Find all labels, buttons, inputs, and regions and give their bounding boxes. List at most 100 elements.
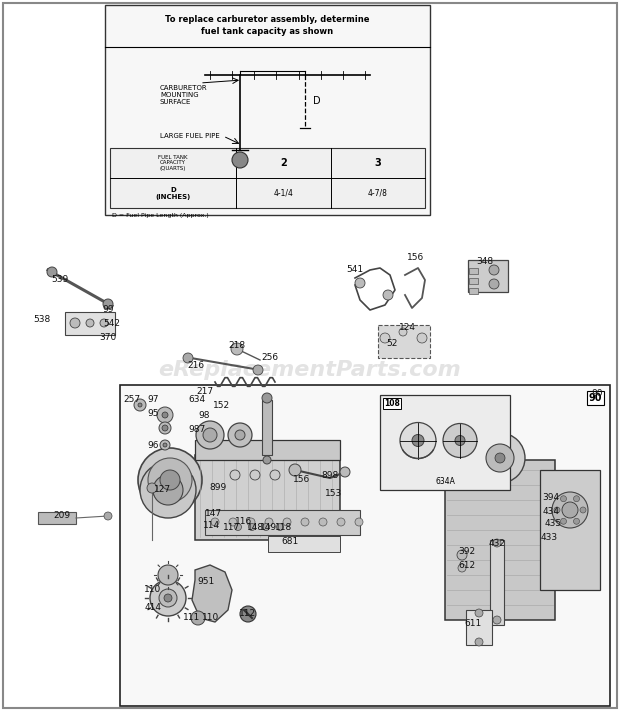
Bar (445, 460, 555, 620)
Text: 435: 435 (544, 520, 562, 528)
Circle shape (399, 328, 407, 336)
Circle shape (158, 565, 178, 585)
Bar (38, 512, 76, 524)
Circle shape (493, 539, 501, 547)
Text: 217: 217 (197, 387, 213, 397)
Text: 392: 392 (458, 547, 476, 555)
Text: 434: 434 (542, 506, 559, 515)
Text: LARGE FUEL PIPE: LARGE FUEL PIPE (160, 133, 219, 139)
Circle shape (493, 616, 501, 624)
Circle shape (196, 421, 224, 449)
Bar (380, 395, 510, 490)
Circle shape (148, 458, 192, 502)
Circle shape (475, 609, 483, 617)
Polygon shape (192, 565, 232, 622)
Circle shape (263, 456, 271, 464)
Bar (65, 312, 115, 335)
Text: 348: 348 (476, 257, 494, 267)
Circle shape (230, 470, 240, 480)
Text: 148: 148 (247, 523, 265, 532)
Text: 256: 256 (262, 353, 278, 363)
Circle shape (319, 518, 327, 526)
Text: 257: 257 (123, 395, 141, 405)
Circle shape (138, 448, 202, 512)
Text: 987: 987 (188, 425, 206, 434)
Circle shape (475, 638, 483, 646)
Bar (468, 260, 508, 292)
Circle shape (229, 518, 237, 526)
Circle shape (489, 279, 499, 289)
Circle shape (554, 507, 560, 513)
Circle shape (400, 422, 436, 459)
Circle shape (249, 523, 255, 530)
Text: 118: 118 (275, 523, 293, 532)
Circle shape (104, 512, 112, 520)
Text: 114: 114 (203, 521, 221, 530)
Circle shape (262, 523, 270, 530)
Circle shape (100, 319, 108, 327)
Circle shape (574, 518, 580, 524)
Circle shape (159, 422, 171, 434)
Text: fuel tank capacity as shown: fuel tank capacity as shown (202, 28, 334, 36)
Circle shape (277, 523, 283, 530)
Text: 538: 538 (33, 316, 51, 324)
Circle shape (560, 496, 567, 502)
Bar (195, 455, 340, 540)
Text: 99: 99 (102, 306, 113, 314)
Circle shape (270, 470, 280, 480)
Text: 149: 149 (260, 523, 278, 532)
Circle shape (289, 464, 301, 476)
Circle shape (380, 333, 390, 343)
Circle shape (262, 393, 272, 403)
Circle shape (228, 423, 252, 447)
Circle shape (232, 152, 248, 168)
Circle shape (574, 496, 580, 502)
Text: 110: 110 (202, 612, 219, 621)
Circle shape (301, 518, 309, 526)
Text: 156: 156 (407, 254, 425, 262)
Bar (110, 148, 425, 208)
Text: 4-1/4: 4-1/4 (273, 188, 293, 198)
Circle shape (250, 470, 260, 480)
Circle shape (162, 425, 168, 431)
Circle shape (337, 518, 345, 526)
Text: 90: 90 (591, 388, 603, 397)
Text: 541: 541 (347, 265, 363, 274)
Circle shape (164, 594, 172, 602)
Circle shape (70, 318, 80, 328)
Circle shape (489, 265, 499, 275)
Text: 681: 681 (281, 537, 299, 545)
Circle shape (355, 518, 363, 526)
Text: 124: 124 (399, 324, 415, 333)
Text: 95: 95 (148, 409, 159, 417)
Text: 634: 634 (188, 395, 206, 405)
Circle shape (457, 550, 467, 560)
Text: 3: 3 (374, 158, 381, 168)
Text: 110: 110 (144, 585, 162, 594)
Text: 52: 52 (386, 339, 397, 348)
Text: 218: 218 (228, 341, 246, 350)
Circle shape (157, 407, 173, 423)
Circle shape (552, 492, 588, 528)
Text: 127: 127 (154, 486, 172, 494)
Circle shape (153, 475, 183, 505)
Circle shape (283, 518, 291, 526)
Circle shape (235, 430, 245, 440)
Text: 97: 97 (148, 395, 159, 405)
Circle shape (160, 470, 180, 490)
Text: 539: 539 (51, 275, 69, 284)
Text: 98: 98 (198, 412, 210, 420)
Circle shape (163, 443, 167, 447)
Text: 612: 612 (458, 562, 476, 570)
Circle shape (265, 518, 273, 526)
Text: 433: 433 (541, 533, 557, 542)
Bar (105, 5, 430, 215)
Bar (378, 325, 430, 358)
Circle shape (355, 278, 365, 288)
Text: 216: 216 (187, 360, 205, 370)
Text: eReplacementParts.com: eReplacementParts.com (159, 360, 461, 380)
Text: 394: 394 (542, 493, 560, 503)
Text: 152: 152 (213, 400, 231, 410)
Text: 432: 432 (489, 538, 505, 547)
Circle shape (495, 453, 505, 463)
